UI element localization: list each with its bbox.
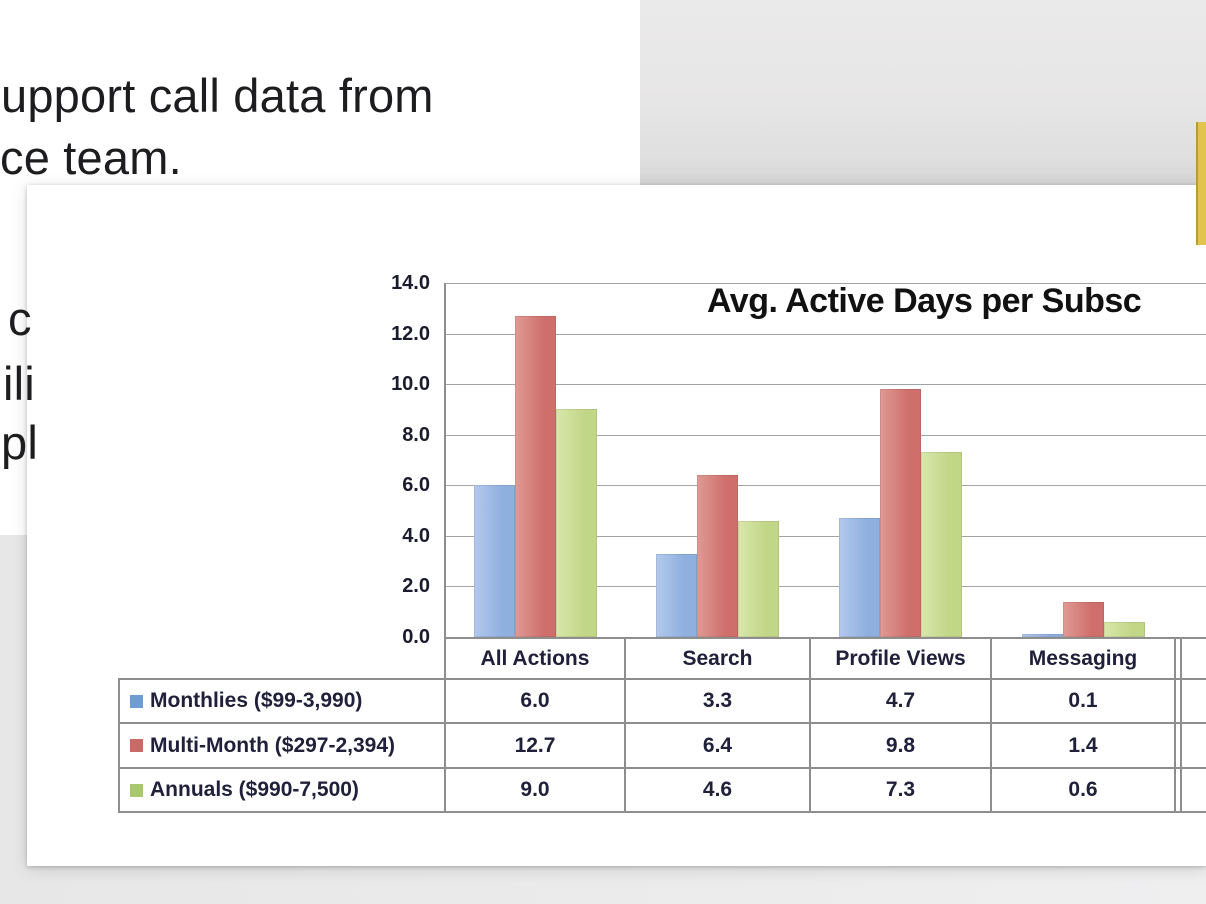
value-cell-2-2: 7.3 xyxy=(885,778,916,801)
legend-label: Annuals ($990-7,500) xyxy=(150,778,359,801)
y-axis-label-8: 8.0 xyxy=(402,424,430,446)
legend-label: Monthlies ($99-3,990) xyxy=(150,689,363,712)
bar-multi-month-search xyxy=(697,475,738,637)
gridline-6 xyxy=(446,485,1206,486)
table-h-border-0 xyxy=(118,678,1206,680)
table-v-border-sliver xyxy=(1180,637,1182,813)
legend-row-2: Multi-Month ($297-2,394) xyxy=(120,724,444,767)
gridline-10 xyxy=(446,384,1206,385)
legend-row-3: Annuals ($990-7,500) xyxy=(120,769,444,811)
table-h-border-3 xyxy=(118,811,1206,813)
value-cell-1-2: 9.8 xyxy=(885,734,916,757)
y-axis-label-4: 4.0 xyxy=(402,525,430,547)
gridline-2 xyxy=(446,586,1206,587)
value-cell-2-3: 0.6 xyxy=(1068,778,1098,801)
value-cell-1-0: 12.7 xyxy=(514,734,556,757)
app-background-top-right xyxy=(640,0,1206,185)
bar-annuals-all-actions xyxy=(556,409,597,637)
doc-text-line-2: ce team. xyxy=(0,131,182,184)
y-axis-label-6: 6.0 xyxy=(402,474,430,496)
value-cell-1-3: 1.4 xyxy=(1068,734,1098,757)
bar-annuals-messaging xyxy=(1104,622,1145,637)
category-header-search: Search xyxy=(682,647,753,670)
gridline-4 xyxy=(446,536,1206,537)
category-header-profile-views: Profile Views xyxy=(835,647,966,670)
y-axis-label-12: 12.0 xyxy=(391,323,430,345)
table-v-border-2 xyxy=(990,637,992,813)
legend-swatch xyxy=(130,739,143,752)
table-v-border-0 xyxy=(624,637,626,813)
plot-left-border xyxy=(444,283,446,813)
value-cell-2-1: 4.6 xyxy=(702,778,733,801)
legend-left-border xyxy=(118,678,120,813)
value-cell-2-0: 9.0 xyxy=(520,778,550,801)
y-axis-label-14: 14.0 xyxy=(391,272,430,294)
legend-swatch xyxy=(130,783,143,797)
category-header-all-actions: All Actions xyxy=(480,647,590,670)
bar-annuals-profile-views xyxy=(921,452,962,637)
chart-title: Avg. Active Days per Subsc xyxy=(707,282,1142,320)
legend-label: Multi-Month ($297-2,394) xyxy=(150,733,396,757)
gridline-14 xyxy=(446,283,1206,284)
bar-annuals-search xyxy=(738,521,779,637)
chart-image-card: Avg. Active Days per Subsc 0.0 2.0 4.0 6.0 8.… xyxy=(27,185,1206,866)
bar-monthlies-profile-views xyxy=(839,518,880,637)
category-header-messaging: Messaging xyxy=(1028,647,1138,670)
bar-chart: Avg. Active Days per Subsc 0.0 2.0 4.0 6.0 8.… xyxy=(27,185,1206,866)
bar-multi-month-all-actions xyxy=(515,316,556,637)
x-axis-line xyxy=(444,637,1206,639)
doc-text-line-1: upport call data from xyxy=(1,69,434,122)
value-cell-1-1: 6.4 xyxy=(702,734,733,757)
legend-row-1: Monthlies ($99-3,990) xyxy=(120,680,444,722)
y-axis-label-0: 0.0 xyxy=(402,626,430,648)
bar-multi-month-profile-views xyxy=(880,389,921,637)
table-v-border-1 xyxy=(809,637,811,813)
gridline-8 xyxy=(446,435,1206,436)
legend-swatch xyxy=(130,694,143,708)
value-cell-0-0: 6.0 xyxy=(520,689,550,712)
table-h-border-2 xyxy=(118,767,1206,769)
bar-monthlies-all-actions xyxy=(474,485,515,637)
value-cell-0-3: 0.1 xyxy=(1068,689,1098,712)
bar-multi-month-messaging xyxy=(1063,602,1104,637)
value-cell-0-2: 4.7 xyxy=(885,689,916,712)
bar-monthlies-messaging xyxy=(1022,634,1063,637)
comment-marker[interactable] xyxy=(1196,122,1206,245)
y-axis-label-2: 2.0 xyxy=(402,575,430,597)
y-axis-label-10: 10.0 xyxy=(391,373,430,395)
gridline-12 xyxy=(446,334,1206,335)
bar-monthlies-search xyxy=(656,554,697,637)
table-v-border-3 xyxy=(1174,637,1176,813)
table-h-border-1 xyxy=(118,722,1206,724)
value-cell-0-1: 3.3 xyxy=(702,689,733,712)
